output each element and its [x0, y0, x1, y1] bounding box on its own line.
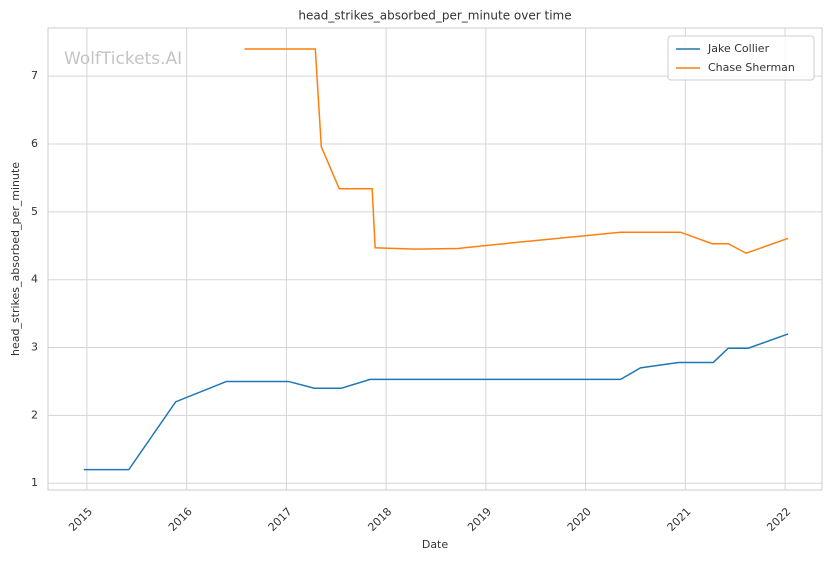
- legend-label: Chase Sherman: [708, 61, 795, 74]
- legend-box: [667, 35, 815, 81]
- series-line: [83, 333, 789, 471]
- x-tick-label: 2020: [565, 505, 594, 534]
- y-tick-label: 7: [31, 69, 38, 82]
- watermark: WolfTickets.AI: [64, 49, 182, 69]
- y-tick-label: 4: [31, 273, 38, 286]
- x-tick-label: 2021: [665, 505, 694, 534]
- x-tick-label: 2022: [764, 505, 793, 534]
- x-tick-label: 2019: [465, 505, 494, 534]
- plot-frame: [47, 27, 823, 491]
- series-line: [244, 48, 789, 255]
- y-tick-label: 6: [31, 137, 38, 150]
- legend-label: Jake Collier: [707, 42, 770, 55]
- chart-title: head_strikes_absorbed_per_minute over ti…: [298, 9, 571, 23]
- y-tick-label: 2: [31, 408, 38, 421]
- x-tick-label: 2018: [365, 505, 394, 534]
- x-tick-label: 2017: [266, 505, 295, 534]
- x-axis-label: Date: [422, 538, 449, 551]
- y-axis-label: head_strikes_absorbed_per_minute: [9, 162, 22, 356]
- y-tick-label: 5: [31, 205, 38, 218]
- y-tick-label: 1: [31, 476, 38, 489]
- x-tick-label: 2015: [66, 505, 95, 534]
- y-tick-label: 3: [31, 341, 38, 354]
- x-tick-label: 2016: [166, 505, 195, 534]
